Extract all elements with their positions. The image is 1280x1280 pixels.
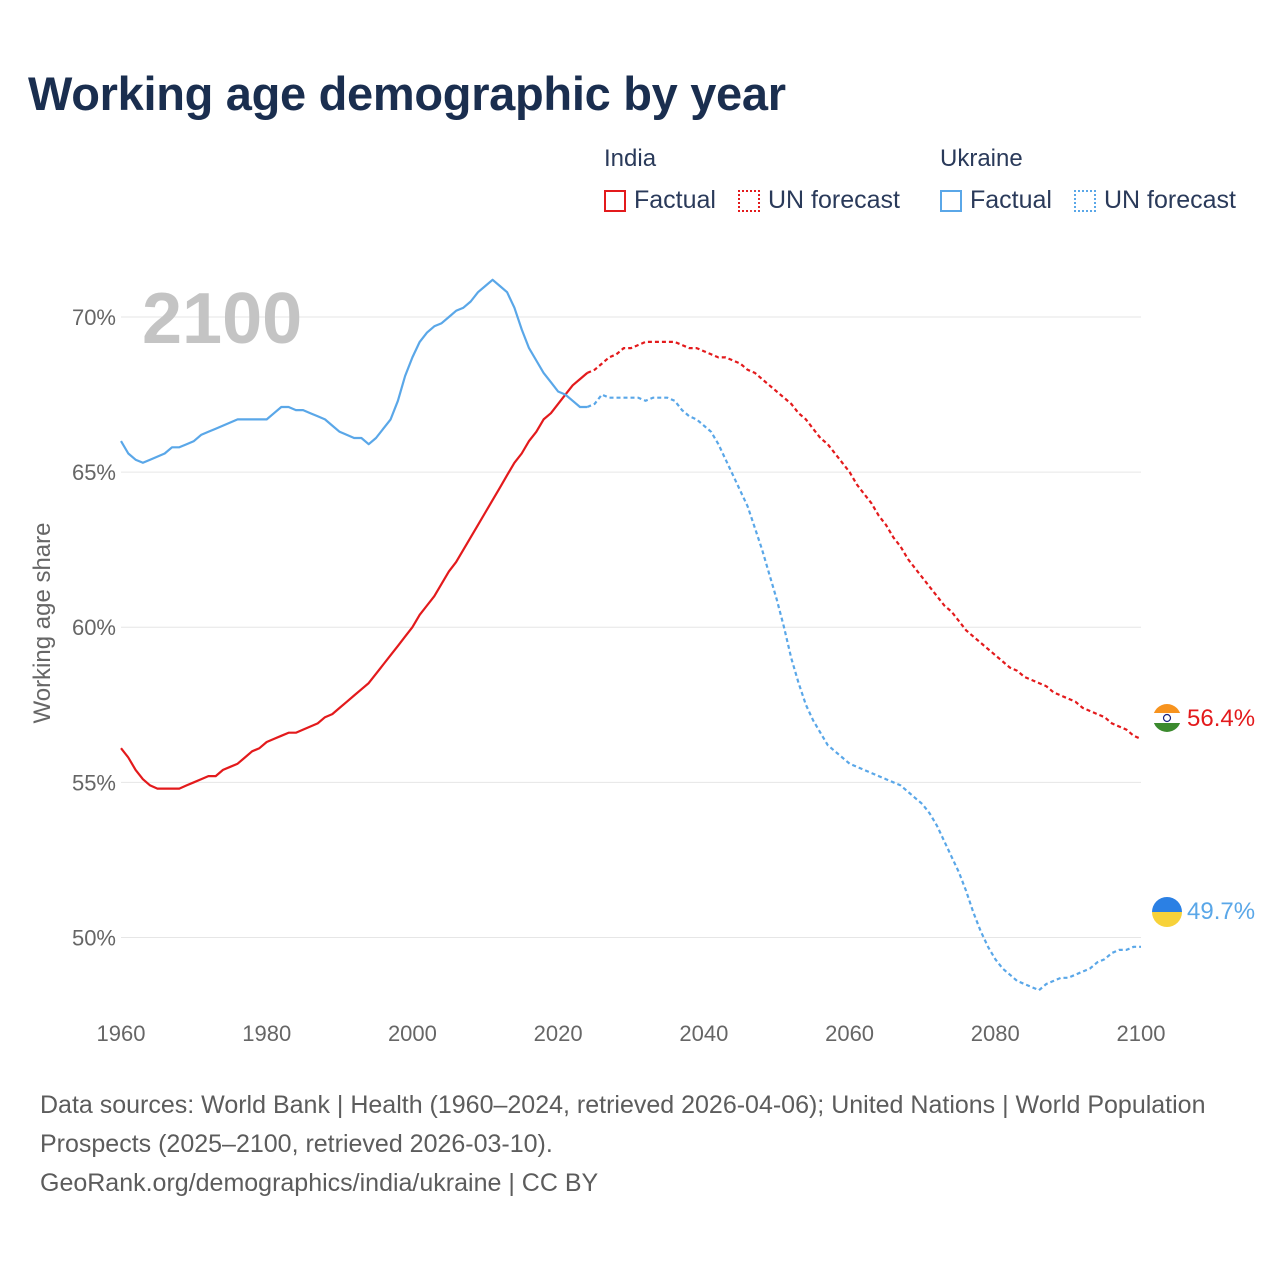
line-chart: 50% 55% 60% 65% 70% 1960 1980 2000 2020 2040 2060 2… <box>29 278 1255 1046</box>
legend-ukraine-factual[interactable]: Factual <box>940 186 1052 215</box>
y-tick-label: 50% <box>72 925 116 950</box>
end-label-india: 56.4% <box>1187 705 1255 732</box>
y-tick-label: 60% <box>72 615 116 640</box>
series-ukraine-factual[interactable] <box>120 278 588 464</box>
end-label-ukraine: 49.7% <box>1187 898 1255 925</box>
data-sources: Data sources: World Bank | Health (1960–… <box>40 1091 1206 1158</box>
x-tick-label: 2060 <box>825 1021 874 1046</box>
x-tick-label: 1960 <box>97 1021 146 1046</box>
series-india-factual[interactable] <box>120 372 589 790</box>
legend-ukraine-forecast-swatch <box>1074 189 1096 212</box>
legend-ukraine-forecast-label: UN forecast <box>1104 186 1236 214</box>
y-tick-label: 55% <box>72 770 116 795</box>
x-tick-label: 2000 <box>388 1021 437 1046</box>
chart-title: Working age demographic by year <box>28 67 786 120</box>
x-tick-label: 2080 <box>971 1021 1020 1046</box>
legend-ukraine-title: Ukraine <box>940 145 1023 172</box>
legend-india-forecast-swatch <box>738 189 760 212</box>
year-watermark: 2100 <box>142 279 302 359</box>
legend-india-forecast-label: UN forecast <box>768 186 900 214</box>
x-tick-label: 1980 <box>242 1021 291 1046</box>
y-tick-label: 65% <box>72 460 116 485</box>
legend-ukraine-forecast[interactable]: UN forecast <box>1074 186 1236 215</box>
x-tick-label: 2040 <box>679 1021 728 1046</box>
legend-india-factual[interactable]: Factual <box>604 186 716 215</box>
legend-india-forecast[interactable]: UN forecast <box>738 186 900 215</box>
legend-ukraine-factual-swatch <box>940 189 962 212</box>
india-flag-icon <box>1153 704 1181 732</box>
y-axis-title: Working age share <box>29 523 56 724</box>
series-india-forecast[interactable] <box>586 340 1142 740</box>
x-tick-label: 2020 <box>534 1021 583 1046</box>
legend-india-factual-label: Factual <box>634 186 716 214</box>
series-ukraine-forecast[interactable] <box>586 393 1141 992</box>
ukraine-flag-icon <box>1152 897 1182 927</box>
legend-india-title: India <box>604 145 657 172</box>
footer: Data sources: World Bank | Health (1960–… <box>40 1086 1220 1203</box>
legend-india-factual-swatch <box>604 189 626 212</box>
legend-ukraine-factual-label: Factual <box>970 186 1052 214</box>
credit-link[interactable]: GeoRank.org/demographics/india/ukraine |… <box>40 1169 599 1197</box>
x-tick-label: 2100 <box>1117 1021 1166 1046</box>
y-tick-label: 70% <box>72 305 116 330</box>
